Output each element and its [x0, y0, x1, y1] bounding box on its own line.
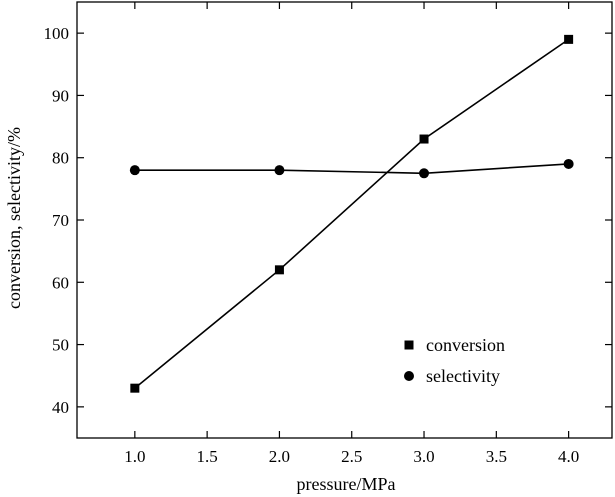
conversion-point	[274, 265, 284, 275]
legend-label-selectivity: selectivity	[426, 366, 500, 386]
x-tick-label: 3.5	[486, 447, 507, 466]
conversion-point	[564, 34, 574, 44]
y-tick-label: 70	[52, 211, 69, 230]
y-axis: 40 50 60 70 80 90 100	[44, 24, 612, 417]
legend-marker-conversion	[404, 340, 414, 350]
x-tick-label: 2.0	[269, 447, 290, 466]
x-tick-label: 3.0	[413, 447, 434, 466]
y-tick-label: 80	[52, 149, 69, 168]
y-tick-label: 50	[52, 336, 69, 355]
x-axis: 1.0 1.5 2.0 2.5 3.0 3.5 4.0	[124, 2, 579, 466]
plot-border	[76, 1, 613, 439]
plot-frame	[76, 1, 613, 439]
conversion-point	[419, 134, 429, 144]
x-tick-label: 1.0	[124, 447, 145, 466]
selectivity-point	[563, 158, 574, 169]
y-tick-label: 90	[52, 86, 69, 105]
y-axis-label: conversion, selectivity/%	[4, 127, 24, 309]
x-tick-label: 4.0	[558, 447, 579, 466]
y-tick-label: 100	[44, 24, 70, 43]
x-axis-label: pressure/MPa	[297, 474, 396, 494]
legend-marker-selectivity	[404, 371, 414, 381]
legend: conversion selectivity	[404, 335, 505, 386]
x-tick-label: 1.5	[197, 447, 218, 466]
series-layer	[129, 34, 574, 393]
x-tick-label: 2.5	[341, 447, 362, 466]
y-tick-label: 40	[52, 398, 69, 417]
selectivity-point	[129, 165, 140, 176]
selectivity-point	[274, 165, 285, 176]
conversion-line	[134, 38, 570, 389]
selectivity-point	[419, 168, 430, 179]
legend-label-conversion: conversion	[426, 335, 505, 355]
selectivity-line	[134, 163, 569, 175]
y-tick-label: 60	[52, 273, 69, 292]
conversion-point	[130, 383, 140, 393]
